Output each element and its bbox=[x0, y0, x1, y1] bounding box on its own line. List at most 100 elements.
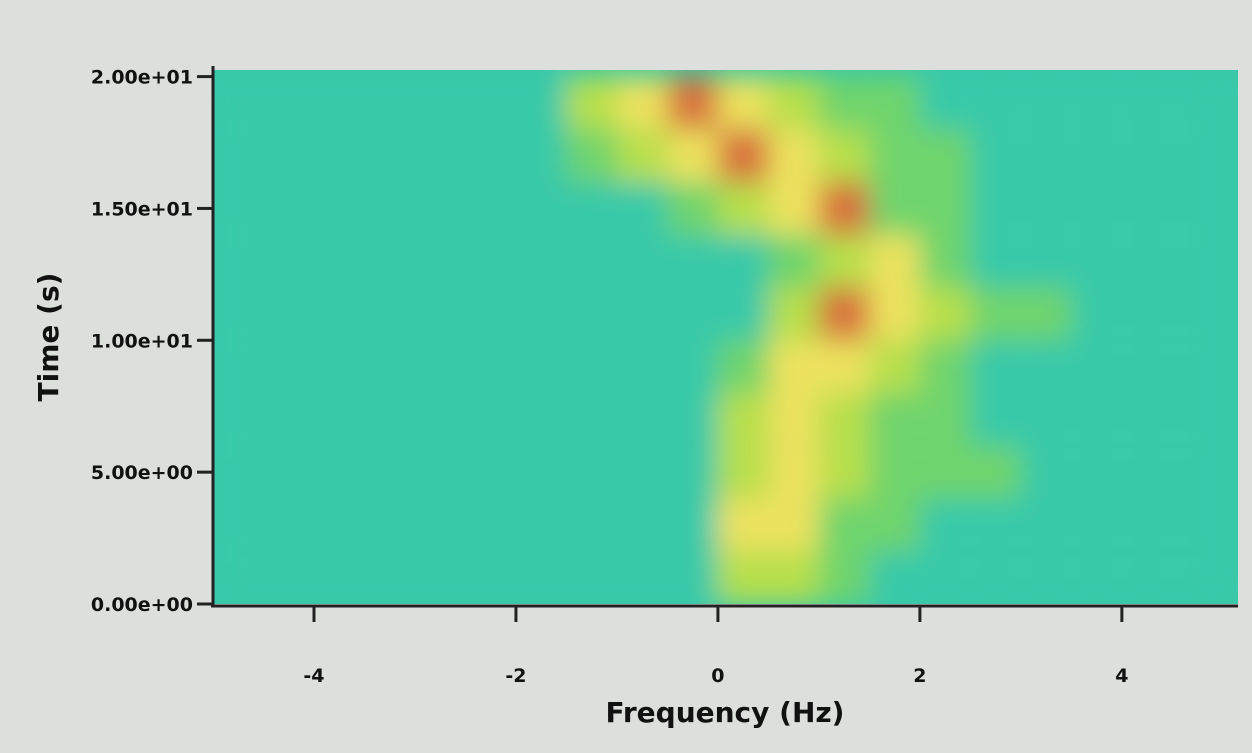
heatmap-cell bbox=[869, 76, 920, 130]
heatmap-cell bbox=[818, 445, 870, 499]
x-tick-label: 0 bbox=[711, 665, 724, 687]
heatmap-cell bbox=[1071, 182, 1122, 235]
heatmap-cell bbox=[465, 551, 516, 604]
heatmap-cell bbox=[364, 551, 415, 604]
heatmap-cell bbox=[1172, 76, 1223, 130]
heatmap-cell bbox=[818, 287, 870, 341]
heatmap-cell bbox=[616, 129, 668, 183]
heatmap-cell bbox=[1020, 393, 1072, 446]
heatmap-cell bbox=[1020, 76, 1072, 130]
heatmap-cell bbox=[313, 551, 365, 604]
heatmap-cell bbox=[1172, 287, 1223, 341]
heatmap-cell bbox=[768, 129, 819, 183]
heatmap-cell bbox=[313, 340, 365, 394]
heatmap-cell bbox=[414, 287, 466, 341]
heatmap-cell bbox=[717, 182, 769, 235]
heatmap-cell bbox=[818, 182, 870, 235]
heatmap-cell bbox=[869, 234, 920, 288]
heatmap-cell bbox=[263, 393, 314, 446]
heatmap-cell bbox=[717, 287, 769, 341]
heatmap-cell bbox=[263, 445, 314, 499]
heatmap-cell bbox=[869, 445, 920, 499]
heatmap-cell bbox=[1020, 551, 1072, 604]
heatmap-cell bbox=[970, 498, 1021, 552]
heatmap bbox=[213, 76, 1223, 604]
heatmap-cell bbox=[768, 234, 819, 288]
heatmap-cell bbox=[970, 445, 1021, 499]
heatmap-cell bbox=[970, 129, 1021, 183]
heatmap-cell bbox=[566, 445, 617, 499]
heatmap-cell bbox=[616, 498, 668, 552]
heatmap-cell bbox=[414, 234, 466, 288]
heatmap-cell bbox=[768, 76, 819, 130]
heatmap-cell bbox=[213, 182, 264, 235]
heatmap-cell bbox=[970, 182, 1021, 235]
heatmap-cell bbox=[667, 551, 718, 604]
heatmap-cell bbox=[768, 287, 819, 341]
heatmap-cell bbox=[566, 340, 617, 394]
heatmap-cell bbox=[364, 340, 415, 394]
heatmap-cell bbox=[1121, 340, 1173, 394]
heatmap-cell bbox=[1071, 445, 1122, 499]
heatmap-cell bbox=[566, 393, 617, 446]
heatmap-cell bbox=[465, 182, 516, 235]
heatmap-cell bbox=[1121, 76, 1173, 130]
heatmap-cell bbox=[1020, 340, 1072, 394]
heatmap-cell bbox=[465, 445, 516, 499]
heatmap-cell bbox=[1071, 393, 1122, 446]
heatmap-cell bbox=[869, 182, 920, 235]
heatmap-cell bbox=[1071, 76, 1122, 130]
heatmap-cell bbox=[1020, 234, 1072, 288]
heatmap-cell bbox=[313, 76, 365, 130]
heatmap-cell bbox=[213, 551, 264, 604]
heatmap-cell bbox=[263, 551, 314, 604]
heatmap-cell bbox=[616, 393, 668, 446]
heatmap-cell bbox=[263, 129, 314, 183]
heatmap-cell bbox=[566, 76, 617, 130]
heatmap-cell bbox=[364, 182, 415, 235]
y-tick-label: 2.00e+01 bbox=[91, 67, 193, 89]
heatmap-cell bbox=[1071, 340, 1122, 394]
heatmap-cell bbox=[566, 551, 617, 604]
heatmap-cell bbox=[970, 393, 1021, 446]
heatmap-cell bbox=[566, 234, 617, 288]
heatmap-cell bbox=[717, 340, 769, 394]
heatmap-cell bbox=[616, 445, 668, 499]
heatmap-cell bbox=[818, 76, 870, 130]
heatmap-cell bbox=[717, 234, 769, 288]
heatmap-cell bbox=[616, 551, 668, 604]
heatmap-cell bbox=[515, 287, 567, 341]
heatmap-cell bbox=[465, 287, 516, 341]
heatmap-cell bbox=[515, 234, 567, 288]
x-tick-label: 4 bbox=[1115, 665, 1128, 687]
heatmap-cell bbox=[717, 498, 769, 552]
y-tick-label: 1.00e+01 bbox=[91, 330, 193, 352]
heatmap-cell bbox=[414, 182, 466, 235]
heatmap-cell bbox=[616, 340, 668, 394]
heatmap-cell bbox=[1071, 129, 1122, 183]
heatmap-cell bbox=[566, 182, 617, 235]
heatmap-cell bbox=[869, 498, 920, 552]
heatmap-cell bbox=[667, 498, 718, 552]
heatmap-cell bbox=[313, 182, 365, 235]
heatmap-cell bbox=[616, 182, 668, 235]
heatmap-cell bbox=[1172, 182, 1223, 235]
heatmap-cell bbox=[667, 445, 718, 499]
heatmap-cell bbox=[1020, 498, 1072, 552]
heatmap-cell bbox=[515, 498, 567, 552]
heatmap-cell bbox=[313, 393, 365, 446]
heatmap-cell bbox=[364, 445, 415, 499]
heatmap-cell bbox=[263, 287, 314, 341]
heatmap-cell bbox=[1121, 445, 1173, 499]
heatmap-cell bbox=[364, 393, 415, 446]
heatmap-cell bbox=[717, 551, 769, 604]
heatmap-cell bbox=[818, 498, 870, 552]
heatmap-cell bbox=[919, 393, 971, 446]
heatmap-cell bbox=[263, 182, 314, 235]
heatmap-cell bbox=[515, 393, 567, 446]
heatmap-cell bbox=[768, 182, 819, 235]
heatmap-cell bbox=[414, 76, 466, 130]
heatmap-cell bbox=[616, 234, 668, 288]
heatmap-cell bbox=[667, 129, 718, 183]
